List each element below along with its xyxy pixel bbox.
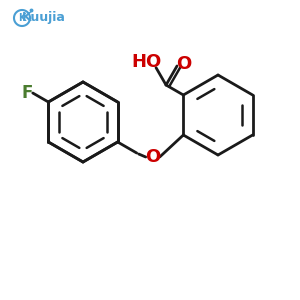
Text: O: O (145, 148, 160, 166)
Text: F: F (21, 84, 32, 102)
Text: O: O (176, 55, 192, 73)
Text: HO: HO (131, 53, 161, 71)
Text: Kuujia: Kuujia (22, 11, 66, 25)
Text: K: K (18, 13, 26, 23)
